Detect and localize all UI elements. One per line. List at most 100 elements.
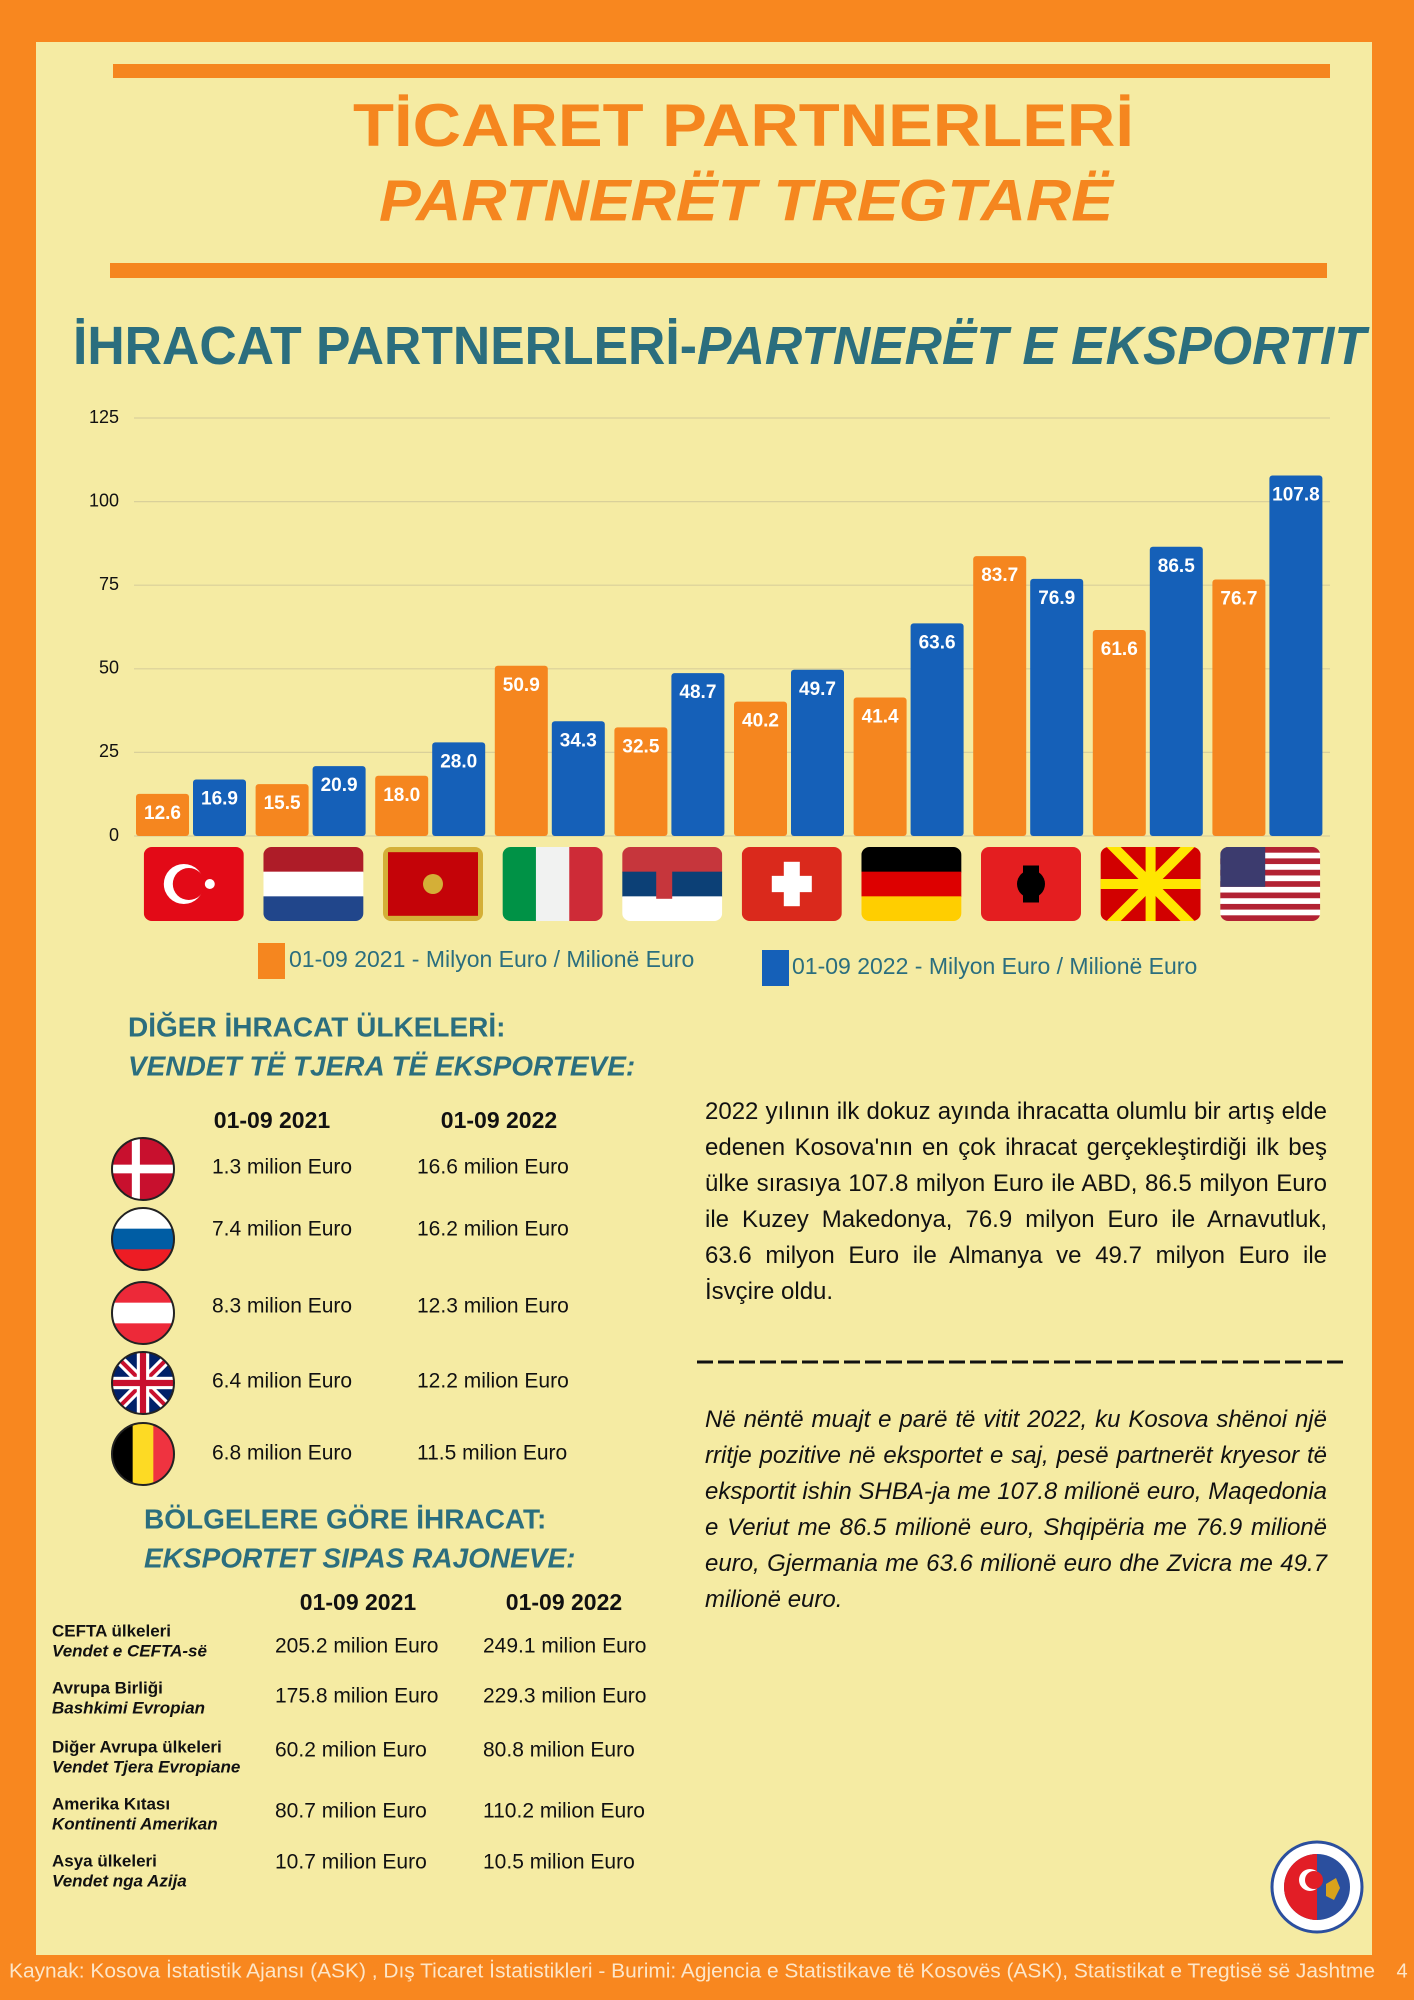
bar (671, 673, 725, 836)
bar (734, 701, 787, 836)
bar (614, 727, 668, 836)
table-cell: 10.5 milion Euro (483, 1851, 635, 1874)
value-label: 50.9 (503, 675, 540, 696)
flag-part (1220, 892, 1321, 899)
flag-part (622, 896, 723, 921)
flag (112, 1138, 174, 1200)
bar (375, 775, 429, 836)
row-label: Amerika Kıtası (52, 1794, 170, 1813)
table-cell: 205.2 milion Euro (275, 1635, 438, 1658)
flag-part (861, 871, 962, 898)
flag-part (263, 847, 364, 873)
footer-source: Kaynak: Kosova İstatistik Ajansı (ASK) ,… (9, 1959, 1375, 1982)
value-label: 76.9 (1038, 588, 1075, 609)
bar (1269, 475, 1323, 836)
value-label: 48.7 (679, 682, 716, 703)
bar (853, 697, 907, 836)
table-cell: 7.4 milion Euro (212, 1218, 352, 1241)
bar (791, 669, 844, 836)
flag-part (569, 847, 603, 921)
flag-part (861, 896, 962, 921)
table-cell: 110.2 milion Euro (483, 1800, 645, 1823)
flag-part (112, 1282, 174, 1304)
flag-part (1220, 852, 1321, 859)
section-title: DİĞER İHRACAT ÜLKELERİ: (128, 1011, 505, 1042)
panel (36, 42, 1372, 1955)
column-header: 01-09 2022 (441, 1107, 557, 1133)
y-tick-label: 25 (99, 741, 119, 761)
bar (1149, 546, 1203, 836)
column-header: 01-09 2022 (506, 1589, 622, 1615)
bar (973, 556, 1027, 836)
table-cell: 6.8 milion Euro (212, 1442, 352, 1465)
y-tick-label: 100 (89, 490, 119, 510)
row-label-sq: Vendet nga Azija (52, 1871, 187, 1890)
table-cell: 175.8 milion Euro (275, 1685, 438, 1708)
y-tick-label: 75 (99, 574, 119, 594)
flag (112, 1208, 174, 1270)
bar (312, 766, 366, 836)
flag-part (771, 875, 812, 893)
flag-part (112, 1302, 174, 1324)
bar (136, 793, 189, 836)
flag-part (132, 1423, 154, 1485)
flag-part (112, 1423, 134, 1485)
section-subtitle: VENDET TË TJERA TË EKSPORTEVE: (128, 1050, 635, 1081)
bar (910, 623, 964, 836)
bar (1030, 578, 1084, 836)
flag (622, 847, 723, 921)
summary-sq: Në nëntë muajt e parë të vitit 2022, ku … (705, 1406, 1327, 1613)
flag (502, 847, 603, 921)
value-label: 15.5 (264, 793, 301, 814)
flag (741, 847, 842, 921)
table-cell: 249.1 milion Euro (483, 1635, 646, 1658)
flag-part (204, 879, 215, 889)
flag-part (1220, 869, 1321, 876)
flag-part (112, 1379, 174, 1387)
flag-part (112, 1228, 174, 1250)
flag-part (263, 871, 364, 898)
flag-part (112, 1208, 174, 1230)
flag (383, 847, 483, 921)
table-cell: 16.6 milion Euro (417, 1156, 569, 1179)
value-label: 107.8 (1272, 485, 1320, 506)
flag (143, 847, 244, 921)
value-label: 16.9 (201, 789, 238, 810)
flag-border (111, 1137, 175, 1201)
chart-title: İHRACAT PARTNERLERİ-PARTNERËT E EKSPORTI… (73, 316, 1370, 376)
flag-part (1220, 881, 1321, 888)
legend-label: 01-09 2022 - Milyon Euro / Milionë Euro (792, 953, 1197, 979)
chart-title: İHRACAT PARTNERLERİ- (73, 316, 697, 376)
flag-part (861, 847, 962, 873)
bar (193, 779, 246, 836)
summary-tr: 2022 yılının ilk dokuz ayında ihracatta … (705, 1098, 1327, 1305)
flag-part (535, 847, 571, 921)
value-label: 12.6 (144, 803, 181, 824)
y-tick-label: 125 (89, 407, 119, 427)
value-label: 20.9 (321, 775, 358, 796)
column-header: 01-09 2021 (300, 1589, 417, 1615)
flag-part (1220, 847, 1321, 854)
table-cell: 229.3 milion Euro (483, 1685, 646, 1708)
value-label: 41.4 (862, 707, 899, 728)
flag-part (656, 861, 673, 899)
table-cell: 8.3 milion Euro (212, 1295, 352, 1318)
section-subtitle: EKSPORTET SIPAS RAJONEVE: (144, 1542, 576, 1573)
row-label: CEFTA ülkeleri (52, 1621, 171, 1640)
flag-part (1220, 903, 1321, 910)
flag (112, 1423, 174, 1485)
flag-part (1220, 915, 1321, 921)
flag-border (111, 1351, 175, 1415)
rule (113, 64, 1330, 78)
table-cell: 6.4 milion Euro (212, 1370, 352, 1393)
y-tick-label: 50 (99, 658, 119, 678)
flag (1100, 847, 1201, 921)
row-label: Diğer Avrupa ülkeleri (52, 1737, 222, 1756)
section-title: BÖLGELERE GÖRE İHRACAT: (144, 1503, 546, 1534)
bar (255, 784, 309, 836)
row-label-sq: Kontinenti Amerikan (52, 1814, 218, 1833)
chart-subtitle: PARTNERËT E EKSPORTIT (697, 316, 1370, 376)
flag (861, 847, 962, 921)
bar (551, 721, 605, 836)
